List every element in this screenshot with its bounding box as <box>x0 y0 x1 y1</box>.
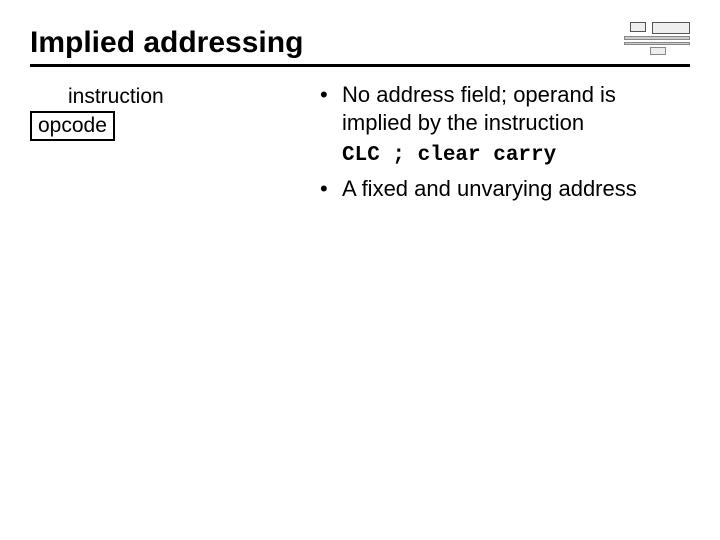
bullet-list: No address field; operand is implied by … <box>320 81 690 136</box>
right-column: No address field; operand is implied by … <box>320 81 690 211</box>
corner-diagram-icon <box>620 20 690 60</box>
bullet-list: A fixed and unvarying address <box>320 175 690 203</box>
content-area: instruction opcode No address field; ope… <box>30 81 690 211</box>
page-title: Implied addressing <box>30 26 303 60</box>
bullet-item: No address field; operand is implied by … <box>320 81 690 136</box>
bullet-item: A fixed and unvarying address <box>320 175 690 203</box>
opcode-box: opcode <box>30 111 115 141</box>
code-example: CLC ; clear carry <box>342 144 690 167</box>
title-row: Implied addressing <box>30 20 690 67</box>
instruction-label: instruction <box>68 85 260 109</box>
left-column: instruction opcode <box>30 81 260 211</box>
